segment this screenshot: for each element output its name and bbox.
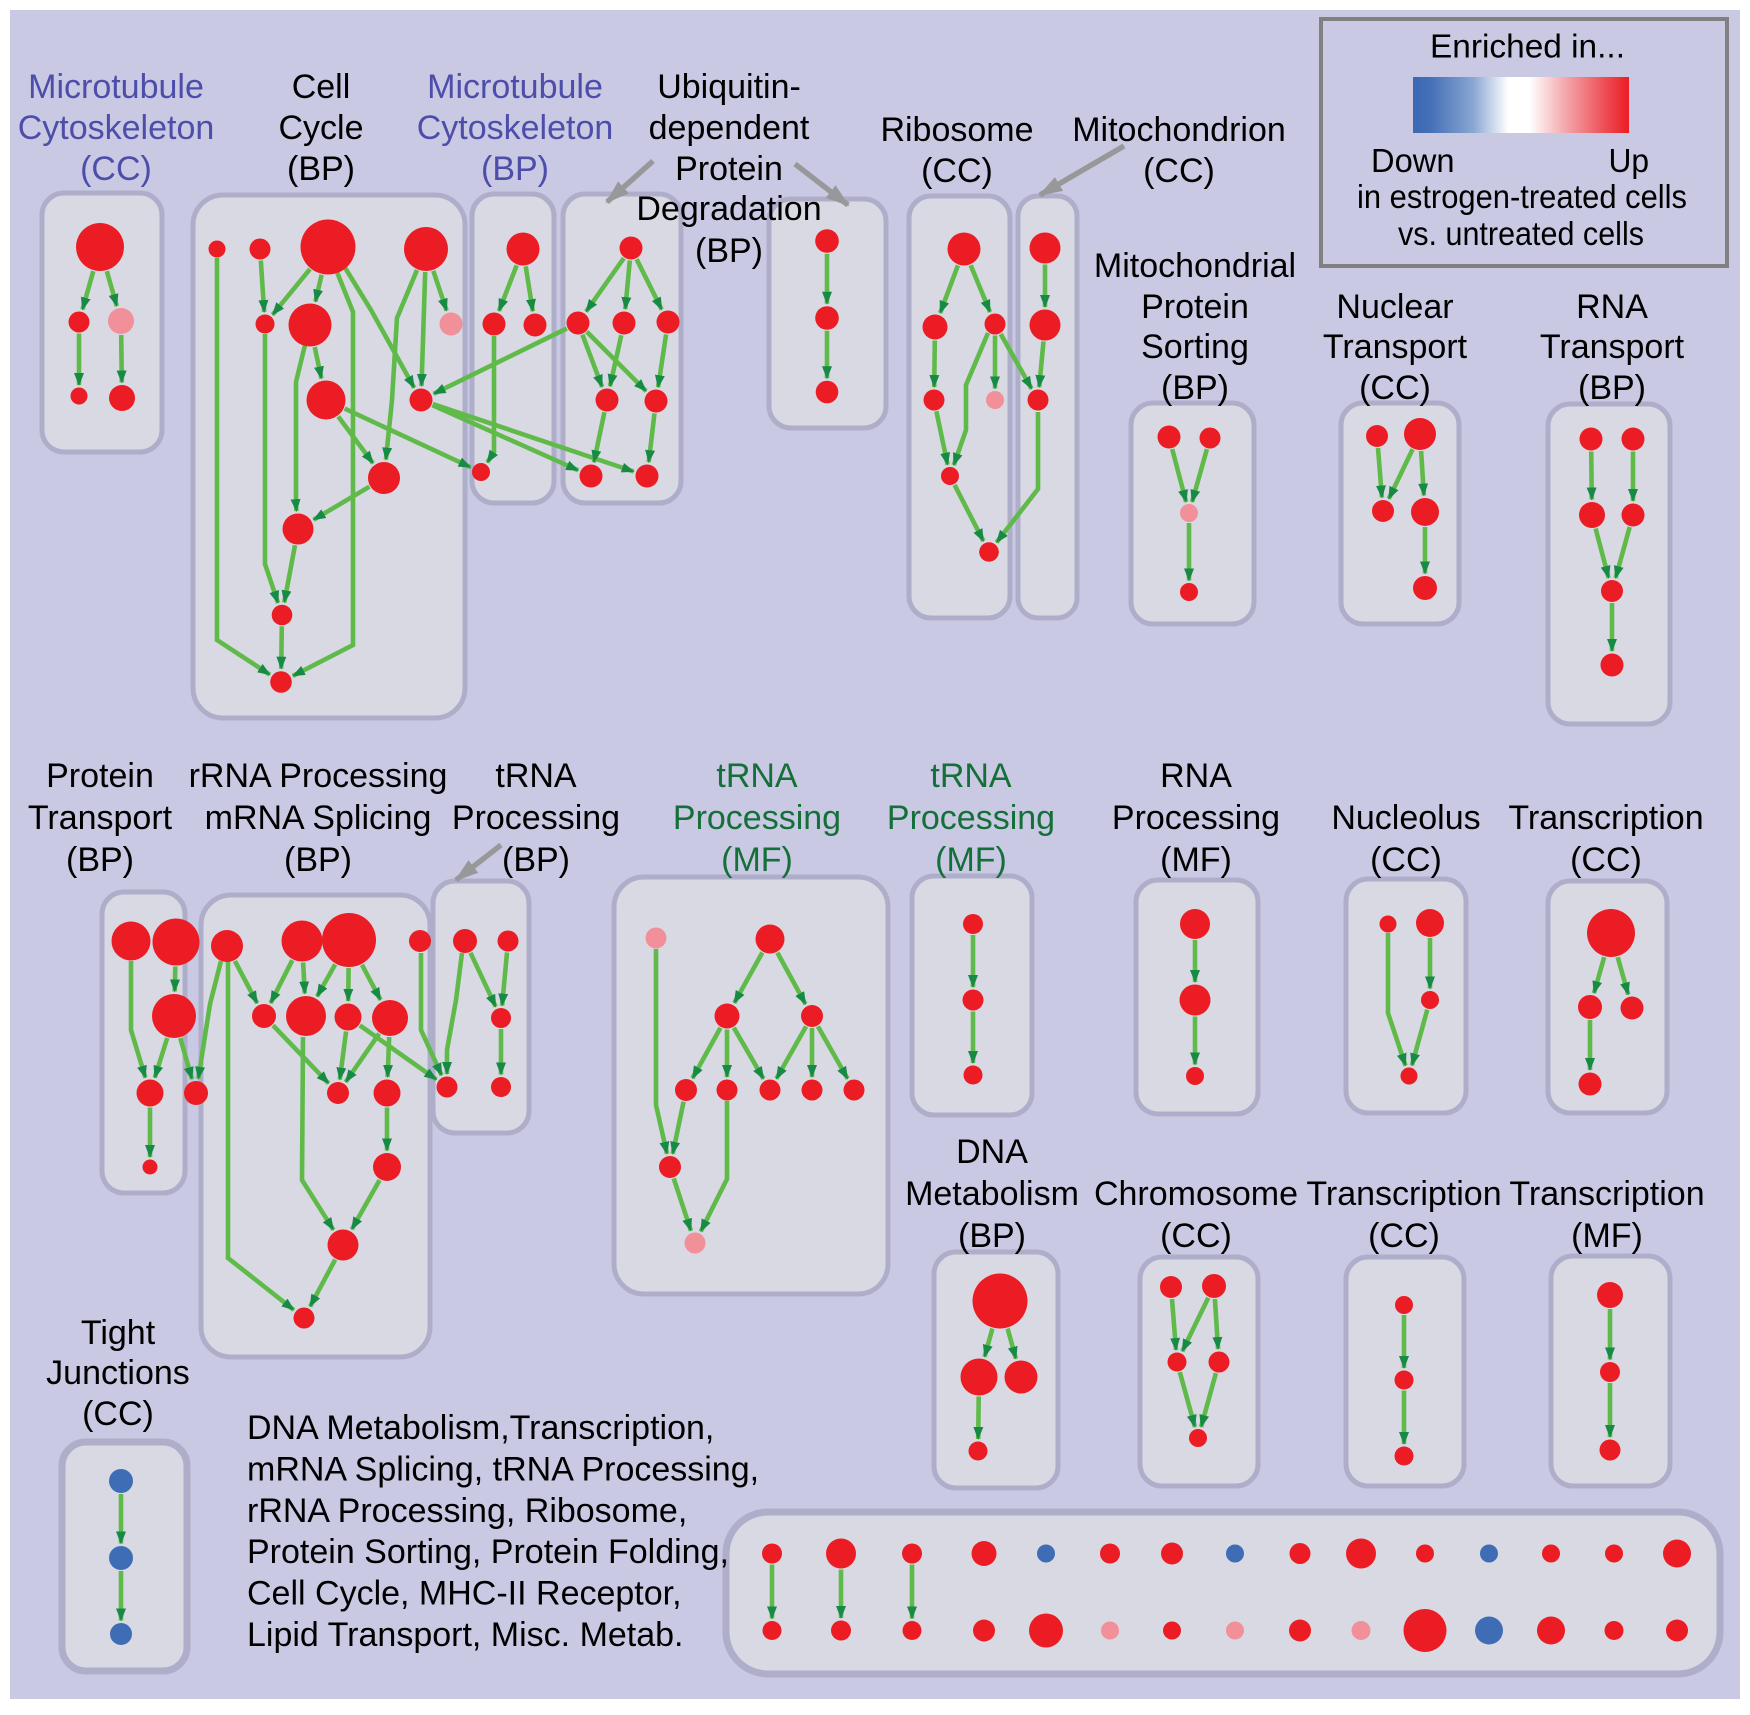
svg-text:(BP): (BP): [1578, 369, 1646, 407]
svg-text:rRNA Processing: rRNA Processing: [189, 757, 448, 795]
svg-text:(CC): (CC): [1570, 841, 1642, 879]
svg-text:Nucleolus: Nucleolus: [1331, 799, 1480, 837]
svg-text:Junctions: Junctions: [46, 1354, 190, 1392]
svg-text:(BP): (BP): [284, 841, 352, 879]
svg-text:Processing: Processing: [887, 799, 1055, 837]
svg-text:Chromosome: Chromosome: [1094, 1175, 1298, 1213]
svg-text:Ribosome: Ribosome: [880, 111, 1033, 149]
svg-text:(BP): (BP): [66, 841, 134, 879]
svg-text:(CC): (CC): [1143, 152, 1215, 190]
svg-text:rRNA Processing, Ribosome,: rRNA Processing, Ribosome,: [247, 1492, 687, 1530]
svg-text:Protein: Protein: [675, 150, 783, 188]
svg-text:vs. untreated cells: vs. untreated cells: [1398, 216, 1644, 253]
svg-text:(MF): (MF): [1160, 841, 1232, 879]
svg-text:(MF): (MF): [721, 841, 793, 879]
svg-text:Cytoskeleton: Cytoskeleton: [18, 109, 215, 147]
svg-text:Transport: Transport: [1323, 328, 1468, 366]
svg-text:Nuclear: Nuclear: [1336, 288, 1453, 326]
svg-text:mRNA Splicing: mRNA Splicing: [205, 799, 432, 837]
svg-text:DNA: DNA: [956, 1133, 1028, 1171]
svg-text:Transcription: Transcription: [1509, 1175, 1704, 1213]
svg-text:DNA Metabolism,Transcription,: DNA Metabolism,Transcription,: [247, 1409, 714, 1447]
svg-text:(CC): (CC): [1359, 369, 1431, 407]
svg-text:tRNA: tRNA: [716, 757, 798, 795]
svg-text:Microtubule: Microtubule: [28, 68, 204, 106]
svg-text:(CC): (CC): [1368, 1217, 1440, 1255]
svg-text:(CC): (CC): [82, 1395, 154, 1433]
svg-text:(BP): (BP): [958, 1217, 1026, 1255]
svg-text:Down: Down: [1371, 143, 1455, 180]
svg-text:Cell: Cell: [292, 68, 351, 106]
svg-text:Ubiquitin-: Ubiquitin-: [657, 68, 801, 106]
svg-text:Metabolism: Metabolism: [905, 1175, 1079, 1213]
svg-text:Transcription: Transcription: [1306, 1175, 1501, 1213]
svg-text:mRNA Splicing, tRNA Processing: mRNA Splicing, tRNA Processing,: [247, 1450, 759, 1488]
svg-text:Cell Cycle, MHC-II Receptor,: Cell Cycle, MHC-II Receptor,: [247, 1575, 682, 1613]
svg-text:Protein: Protein: [46, 757, 154, 795]
svg-text:Mitochondrion: Mitochondrion: [1072, 111, 1286, 149]
svg-text:Processing: Processing: [673, 799, 841, 837]
svg-text:tRNA: tRNA: [495, 757, 577, 795]
svg-text:(CC): (CC): [80, 150, 152, 188]
svg-text:(BP): (BP): [695, 232, 763, 270]
svg-text:Transcription: Transcription: [1508, 799, 1703, 837]
svg-text:(CC): (CC): [921, 152, 993, 190]
svg-text:Cycle: Cycle: [278, 109, 363, 147]
svg-text:RNA: RNA: [1576, 288, 1648, 326]
svg-text:(BP): (BP): [502, 841, 570, 879]
svg-text:Protein Sorting, Protein Foldi: Protein Sorting, Protein Folding,: [247, 1533, 729, 1571]
svg-text:dependent: dependent: [649, 109, 810, 147]
svg-text:Degradation: Degradation: [636, 190, 821, 228]
svg-text:Up: Up: [1609, 143, 1650, 180]
svg-text:tRNA: tRNA: [930, 757, 1012, 795]
svg-text:(BP): (BP): [287, 150, 355, 188]
svg-text:Protein: Protein: [1141, 288, 1249, 326]
svg-text:in estrogen-treated cells: in estrogen-treated cells: [1357, 179, 1687, 216]
svg-text:Lipid Transport, Misc. Metab.: Lipid Transport, Misc. Metab.: [247, 1616, 684, 1654]
svg-text:Processing: Processing: [452, 799, 620, 837]
svg-text:Processing: Processing: [1112, 799, 1280, 837]
svg-text:(BP): (BP): [481, 150, 549, 188]
svg-text:Tight: Tight: [81, 1314, 156, 1352]
svg-text:Enriched in...: Enriched in...: [1430, 29, 1625, 66]
svg-text:Transport: Transport: [28, 799, 173, 837]
svg-text:Microtubule: Microtubule: [427, 68, 603, 106]
svg-text:(CC): (CC): [1370, 841, 1442, 879]
svg-text:RNA: RNA: [1160, 757, 1232, 795]
svg-text:(BP): (BP): [1161, 369, 1229, 407]
svg-text:Transport: Transport: [1540, 328, 1685, 366]
svg-text:(MF): (MF): [935, 841, 1007, 879]
svg-text:Sorting: Sorting: [1141, 328, 1249, 366]
svg-text:Mitochondrial: Mitochondrial: [1094, 247, 1296, 285]
svg-text:(MF): (MF): [1571, 1217, 1643, 1255]
svg-text:(CC): (CC): [1160, 1217, 1232, 1255]
svg-text:Cytoskeleton: Cytoskeleton: [417, 109, 614, 147]
